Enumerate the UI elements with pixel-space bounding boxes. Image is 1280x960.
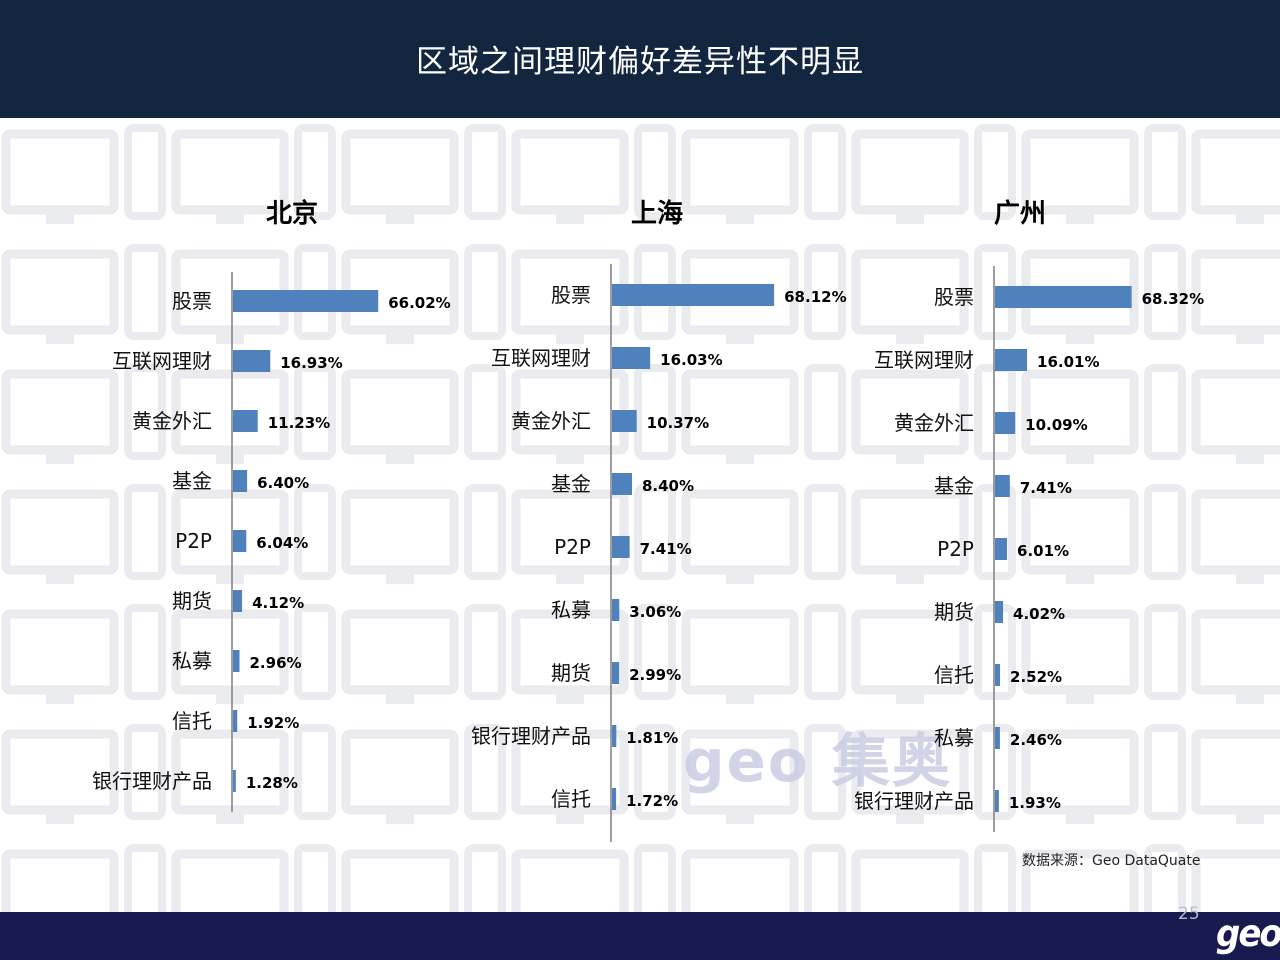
bar xyxy=(995,286,1132,308)
page-title: 区域之间理财偏好差异性不明显 xyxy=(416,44,864,80)
watermark: geo 集奥 xyxy=(683,727,952,795)
data-label: 7.41% xyxy=(640,540,692,558)
data-label: 2.96% xyxy=(250,654,302,672)
page-number: 25 xyxy=(1178,904,1200,924)
data-label: 4.02% xyxy=(1013,605,1065,623)
background-pattern xyxy=(0,118,1280,912)
bar xyxy=(995,538,1008,560)
bar xyxy=(995,475,1010,497)
category-label: 黄金外汇 xyxy=(132,409,212,433)
bar xyxy=(233,470,248,492)
header-bar: 区域之间理财偏好差异性不明显 xyxy=(0,0,1280,118)
data-label: 3.06% xyxy=(629,603,681,621)
category-label: 期货 xyxy=(934,600,974,624)
bar xyxy=(612,662,620,684)
data-label: 4.12% xyxy=(252,594,304,612)
category-label: 期货 xyxy=(551,661,591,685)
category-label: 信托 xyxy=(172,709,212,733)
device-pattern xyxy=(0,118,1280,912)
data-label: 6.40% xyxy=(257,474,309,492)
data-label: 6.04% xyxy=(256,534,308,552)
category-label: P2P xyxy=(175,529,212,553)
source-note: 数据来源：Geo DataQuate xyxy=(1022,853,1201,869)
data-label: 66.02% xyxy=(388,294,450,312)
bar xyxy=(612,284,775,306)
bar xyxy=(995,664,1001,686)
data-label: 2.46% xyxy=(1010,731,1062,749)
category-label: 黄金外汇 xyxy=(894,411,974,435)
category-label: 基金 xyxy=(934,474,974,498)
category-label: P2P xyxy=(937,537,974,561)
category-label: 银行理财产品 xyxy=(92,769,212,793)
data-label: 1.81% xyxy=(626,729,678,747)
category-label: 黄金外汇 xyxy=(511,409,591,433)
category-label: 互联网理财 xyxy=(491,346,591,370)
data-label: 8.40% xyxy=(642,477,694,495)
category-label: 互联网理财 xyxy=(112,349,212,373)
bar xyxy=(233,770,236,792)
category-label: 基金 xyxy=(172,469,212,493)
category-label: 信托 xyxy=(551,787,591,811)
category-label: 银行理财产品 xyxy=(854,789,974,813)
data-label: 16.03% xyxy=(660,351,722,369)
chart-title: 上海 xyxy=(631,199,683,229)
data-label: 7.41% xyxy=(1020,479,1072,497)
bar xyxy=(233,290,379,312)
bar xyxy=(612,347,651,369)
category-label: 互联网理财 xyxy=(874,348,974,372)
data-label: 10.37% xyxy=(647,414,709,432)
data-label: 1.28% xyxy=(246,774,298,792)
category-label: P2P xyxy=(554,535,591,559)
bar xyxy=(995,601,1004,623)
bar xyxy=(233,350,271,372)
category-label: 私募 xyxy=(551,598,591,622)
category-label: 信托 xyxy=(934,663,974,687)
data-label: 10.09% xyxy=(1025,416,1087,434)
geo-logo: geo xyxy=(1216,912,1280,956)
bar xyxy=(612,725,617,747)
data-label: 68.12% xyxy=(784,288,846,306)
category-label: 股票 xyxy=(934,285,974,309)
data-label: 2.52% xyxy=(1010,668,1062,686)
data-label: 1.72% xyxy=(626,792,678,810)
bar xyxy=(612,599,620,621)
bar xyxy=(995,349,1028,371)
bar xyxy=(995,412,1016,434)
data-label: 6.01% xyxy=(1017,542,1069,560)
category-label: 股票 xyxy=(172,289,212,313)
data-label: 16.93% xyxy=(280,354,342,372)
bar xyxy=(233,590,243,612)
bar xyxy=(612,410,637,432)
chart-title: 北京 xyxy=(266,198,318,229)
bar xyxy=(612,473,632,495)
category-label: 银行理财产品 xyxy=(471,724,591,748)
chart-title: 广州 xyxy=(994,199,1046,229)
bar xyxy=(612,536,630,558)
bar xyxy=(233,530,247,552)
data-label: 1.93% xyxy=(1009,794,1061,812)
bar xyxy=(233,410,258,432)
bar xyxy=(995,790,999,812)
bar xyxy=(233,710,238,732)
data-label: 11.23% xyxy=(268,414,330,432)
footer-bar xyxy=(0,912,1280,960)
data-label: 1.92% xyxy=(247,714,299,732)
category-label: 私募 xyxy=(934,726,974,750)
data-label: 68.32% xyxy=(1142,290,1204,308)
category-label: 私募 xyxy=(172,649,212,673)
data-label: 2.99% xyxy=(629,666,681,684)
category-label: 股票 xyxy=(551,283,591,307)
bar xyxy=(995,727,1000,749)
category-label: 基金 xyxy=(551,472,591,496)
bar xyxy=(233,650,240,672)
bar xyxy=(612,788,617,810)
data-label: 16.01% xyxy=(1037,353,1099,371)
category-label: 期货 xyxy=(172,589,212,613)
